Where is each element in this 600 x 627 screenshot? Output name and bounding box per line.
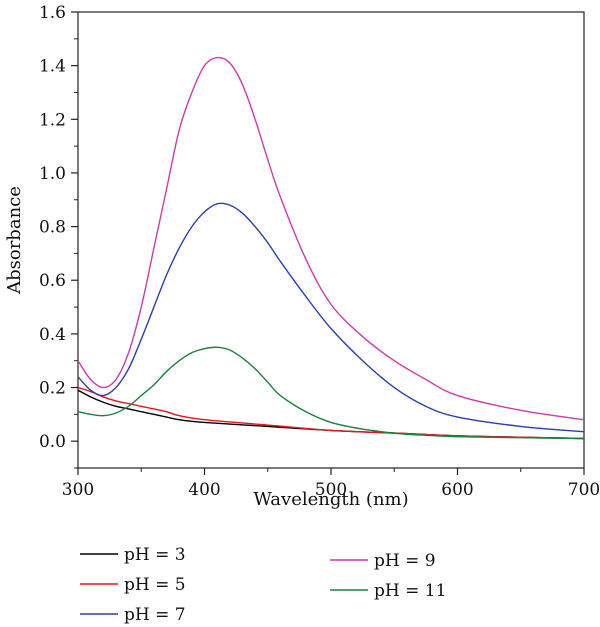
x-tick-label: 700 <box>568 480 600 500</box>
y-tick-label: 1.0 <box>39 164 66 184</box>
legend-label: pH = 7 <box>124 605 186 625</box>
legend-item-ph-3: pH = 3 <box>80 545 186 565</box>
legend-label: pH = 9 <box>374 551 436 571</box>
y-tick-label: 1.4 <box>39 57 66 77</box>
y-axis-ticks: 0.0 0.2 0.4 0.6 0.8 1.0 1.2 1.4 1.6 <box>39 3 78 469</box>
series-line-ph-3 <box>77 389 585 440</box>
x-tick-label: 500 <box>315 480 347 500</box>
legend-item-ph-5: pH = 5 <box>80 575 186 595</box>
y-axis-title: Absorbance <box>4 186 25 295</box>
y-tick-label: 0.8 <box>39 218 66 238</box>
x-tick-label: 400 <box>188 480 220 500</box>
legend: pH = 3 pH = 5 pH = 7 pH = 9 pH = 11 <box>80 545 446 625</box>
legend-label: pH = 11 <box>374 581 446 601</box>
legend-item-ph-9: pH = 9 <box>330 551 436 571</box>
legend-label: pH = 5 <box>124 575 186 595</box>
series-lines <box>77 56 585 440</box>
plot-border <box>77 11 585 469</box>
y-tick-label: 0.0 <box>39 432 66 452</box>
y-tick-label: 0.2 <box>39 379 66 399</box>
legend-item-ph-7: pH = 7 <box>80 605 186 625</box>
y-tick-label: 1.6 <box>39 3 66 23</box>
series-line-ph-7 <box>77 202 585 433</box>
x-axis-title: Wavelength (nm) <box>253 489 408 510</box>
series-line-ph-11 <box>77 346 585 440</box>
y-tick-label: 1.2 <box>39 110 66 130</box>
y-tick-label: 0.6 <box>39 271 66 291</box>
x-axis-ticks: 300 400 500 600 700 <box>62 468 600 500</box>
series-line-ph-5 <box>77 386 585 440</box>
x-tick-label: 300 <box>62 480 94 500</box>
plot-frame <box>77 11 585 469</box>
x-tick-label: 600 <box>441 480 473 500</box>
legend-item-ph-11: pH = 11 <box>330 581 446 601</box>
y-tick-label: 0.4 <box>39 325 66 345</box>
legend-label: pH = 3 <box>124 545 186 565</box>
series-line-ph-9 <box>77 56 585 421</box>
